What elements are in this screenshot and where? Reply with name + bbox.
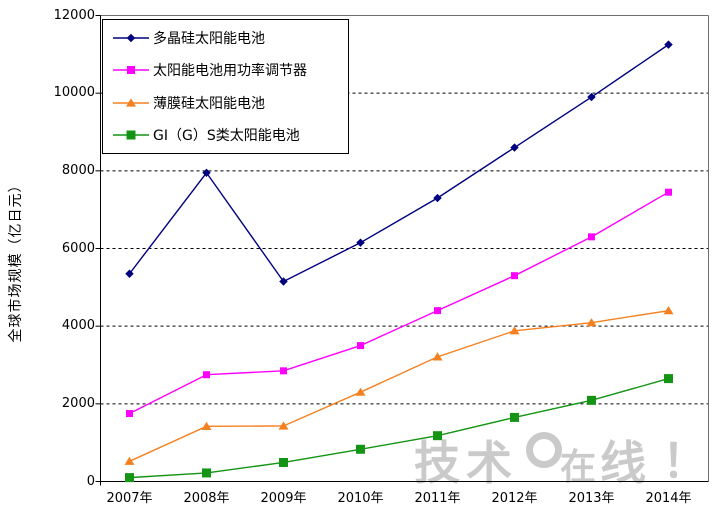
x-tick-label: 2014年 xyxy=(645,491,692,506)
legend-label: GI（G）S类太阳能电池 xyxy=(153,127,300,144)
series-1-square-marker-icon xyxy=(203,371,210,379)
series-2-triangle-marker-icon xyxy=(509,326,520,335)
triangle-marker-icon xyxy=(113,98,149,107)
watermark-exclaim: ！ xyxy=(662,434,709,488)
series-3-square-large-marker-icon xyxy=(664,374,673,384)
y-tick-label: 10000 xyxy=(53,85,95,101)
series-0-diamond-marker-icon xyxy=(279,277,288,286)
series-3-square-large-marker-icon xyxy=(587,395,596,405)
series-3-line xyxy=(129,377,669,479)
series-3-square-large-marker-icon xyxy=(433,431,442,441)
series-0-diamond-marker-icon xyxy=(356,238,365,247)
y-tick-label: 4000 xyxy=(61,318,95,334)
series-0-diamond-marker-icon xyxy=(664,40,673,49)
magnifier-circle-icon xyxy=(526,432,562,468)
diamond-marker-icon xyxy=(113,33,149,43)
series-2-triangle-marker-icon xyxy=(201,421,212,430)
x-tick-label: 2008年 xyxy=(183,491,230,506)
series-3-square-large-marker-icon xyxy=(125,473,134,483)
series-0-diamond-marker-icon xyxy=(587,92,596,102)
series-3-square-large-marker-icon xyxy=(202,468,211,478)
series-3-square-large-marker-icon xyxy=(356,444,365,454)
legend-label: 太阳能电池用功率调节器 xyxy=(153,63,307,80)
square-marker-icon xyxy=(113,66,149,75)
y-tick-label: 0 xyxy=(86,473,95,489)
y-tick-label: 6000 xyxy=(61,240,95,256)
legend-item-3: GI（G）S类太阳能电池 xyxy=(112,125,344,145)
legend-item-2: 薄膜硅太阳能电池 xyxy=(112,93,344,113)
series-1-square-marker-icon xyxy=(511,272,518,280)
legend-item-1: 太阳能电池用功率调节器 xyxy=(112,60,344,80)
y-axis-title: 全球市场规模（亿日元） xyxy=(8,177,24,343)
legend-item-0: 多晶硅太阳能电池 xyxy=(112,28,344,48)
series-2-triangle-marker-icon xyxy=(124,456,135,465)
tech-on-watermark: 技术 在 线 ！ xyxy=(414,430,708,486)
series-2-triangle-marker-icon xyxy=(586,318,597,327)
series-0-diamond-marker-icon xyxy=(202,168,211,177)
series-0-diamond-marker-icon xyxy=(510,143,519,152)
watermark-text-left: 技术 xyxy=(414,436,518,490)
x-tick-label: 2013年 xyxy=(568,491,615,506)
y-tick-label: 8000 xyxy=(61,162,95,178)
x-tick-label: 2010年 xyxy=(337,491,384,506)
x-tick-label: 2012年 xyxy=(491,491,538,506)
x-tick-label: 2011年 xyxy=(414,491,461,506)
series-3-square-large-marker-icon xyxy=(510,412,519,422)
series-3-square-large-marker-icon xyxy=(279,457,288,467)
x-tick-label: 2007年 xyxy=(106,491,153,506)
series-0-line xyxy=(128,44,669,283)
series-1-square-marker-icon xyxy=(357,342,364,350)
series-2-triangle-marker-icon xyxy=(663,306,674,315)
series-2-triangle-marker-icon xyxy=(432,352,443,361)
legend-label: 多晶硅太阳能电池 xyxy=(153,31,265,48)
series-1-square-marker-icon xyxy=(665,188,672,196)
series-0-diamond-marker-icon xyxy=(433,193,442,203)
series-2-line xyxy=(129,309,669,462)
watermark-text-right: 线 xyxy=(600,436,647,490)
x-tick-label: 2009年 xyxy=(260,491,307,506)
series-1-line xyxy=(129,191,669,415)
y-tick-label: 12000 xyxy=(53,7,95,23)
series-1-square-marker-icon xyxy=(588,233,595,241)
y-tick-label: 2000 xyxy=(61,395,95,411)
series-2-triangle-marker-icon xyxy=(278,421,289,430)
watermark-text-mid: 在 xyxy=(560,447,597,488)
chart-legend: 多晶硅太阳能电池太阳能电池用功率调节器 薄膜硅太阳能电池 GI（G）S类太阳能电池 xyxy=(102,19,349,154)
legend-label: 薄膜硅太阳能电池 xyxy=(153,95,265,112)
series-1-square-marker-icon xyxy=(126,410,133,418)
series-1-square-marker-icon xyxy=(434,307,441,315)
series-1-square-marker-icon xyxy=(280,367,287,375)
square-large-marker-icon xyxy=(113,130,149,140)
series-0-diamond-marker-icon xyxy=(125,269,134,278)
series-2-triangle-marker-icon xyxy=(355,387,366,396)
